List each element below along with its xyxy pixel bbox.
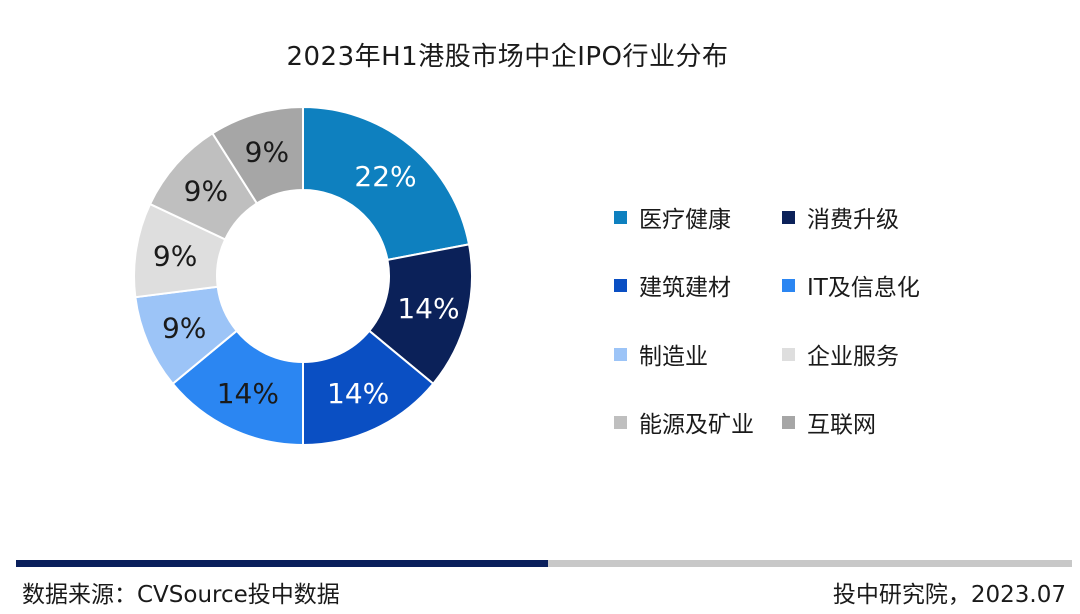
legend-swatch: [782, 278, 795, 292]
legend-label: 建筑建材: [639, 275, 731, 301]
legend-item-4: IT及信息化: [782, 268, 920, 302]
data-source: 数据来源：CVSource投中数据: [22, 582, 340, 608]
slice-label-7: 9%: [184, 174, 228, 207]
legend-swatch: [782, 415, 795, 429]
legend-swatch: [614, 210, 627, 224]
slice-1: [302, 105, 471, 262]
legend-swatch: [614, 278, 627, 292]
legend-swatch: [614, 415, 627, 429]
legend-label: 医疗健康: [639, 207, 731, 233]
legend-item-5: 制造业: [614, 337, 708, 371]
slice-8: [211, 105, 304, 205]
legend-item-2: 消费升级: [782, 200, 899, 234]
legend-label: IT及信息化: [807, 275, 920, 301]
chart-title: 2023年H1港股市场中企IPO行业分布: [286, 42, 729, 72]
legend-label: 企业服务: [807, 344, 899, 370]
footer-divider-dark: [16, 560, 548, 567]
legend-swatch: [614, 347, 627, 361]
slice-label-1: 22%: [354, 160, 416, 193]
legend-item-3: 建筑建材: [614, 268, 731, 302]
legend-item-1: 医疗健康: [614, 200, 731, 234]
slice-label-4: 14%: [217, 377, 279, 410]
legend-label: 能源及矿业: [639, 412, 754, 438]
legend-label: 互联网: [807, 412, 876, 438]
legend-item-6: 企业服务: [782, 337, 899, 371]
legend-swatch: [782, 210, 795, 224]
legend-label: 制造业: [639, 344, 708, 370]
slice-label-3: 14%: [327, 377, 389, 410]
slice-label-8: 9%: [245, 136, 289, 169]
legend-swatch: [782, 347, 795, 361]
donut-chart: 22% 14% 14% 14% 9% 9% 9% 9%: [133, 105, 473, 447]
report-credit: 投中研究院，2023.07: [832, 582, 1066, 608]
slice-label-2: 14%: [397, 292, 459, 325]
slice-label-6: 9%: [153, 240, 197, 273]
legend-label: 消费升级: [807, 207, 899, 233]
footer-divider-light: [548, 560, 1072, 567]
legend-item-8: 互联网: [782, 405, 876, 439]
slice-label-5: 9%: [162, 311, 206, 344]
legend-item-7: 能源及矿业: [614, 405, 754, 439]
